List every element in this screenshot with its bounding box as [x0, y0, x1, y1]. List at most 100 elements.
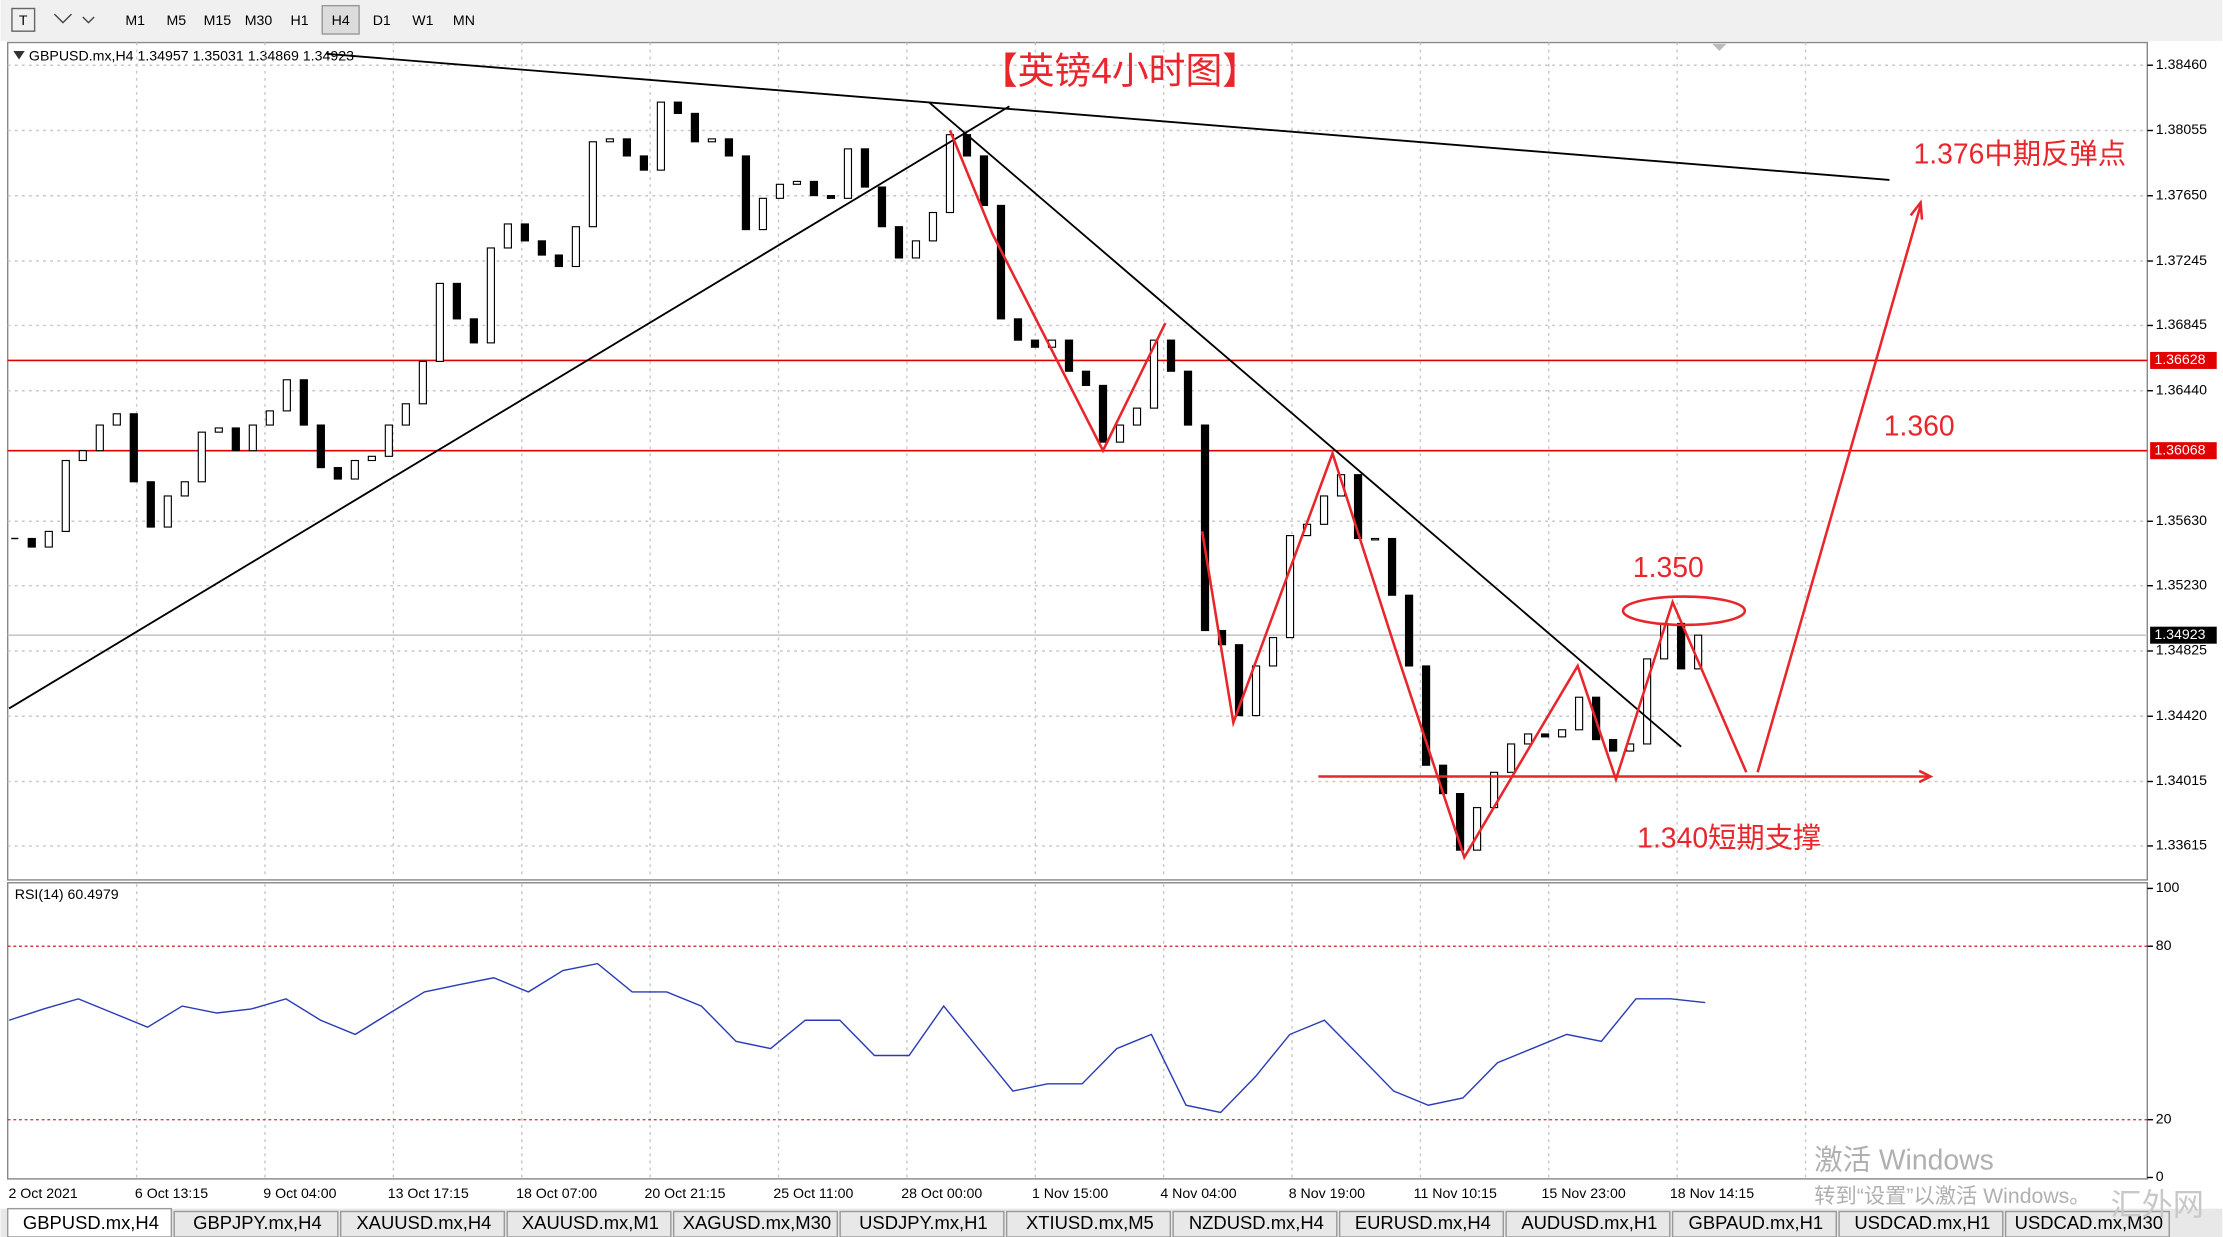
candle-body [27, 537, 36, 548]
tab-label[interactable]: USDCAD.mx,H1 [1854, 1212, 1990, 1233]
chart-info: GBPUSD.mx,H4 1.34957 1.35031 1.34869 1.3… [29, 48, 354, 64]
candle-body [1506, 743, 1516, 773]
candle-body [95, 424, 104, 452]
y-tick-label: 1.37650 [2156, 187, 2207, 203]
x-tick-label: 15 Nov 23:00 [1542, 1186, 1626, 1202]
y-tick-label: 1.34420 [2156, 708, 2207, 724]
tab-label[interactable]: USDCAD.mx,M30 [2015, 1212, 2163, 1233]
tab[interactable] [506, 1210, 672, 1237]
candle-body [656, 101, 666, 171]
x-tick-label: 20 Oct 21:15 [644, 1186, 725, 1202]
tab-label[interactable]: USDJPY.mx,H1 [859, 1212, 988, 1233]
candle-body [1030, 339, 1040, 348]
annotation: 1.350 [1633, 552, 1704, 584]
level-box [2150, 351, 2217, 369]
timeframe-button[interactable]: W1 [412, 13, 433, 29]
candle-body [843, 148, 853, 199]
tab[interactable] [1838, 1210, 2004, 1237]
tab-label[interactable]: XAUUSD.mx,H4 [356, 1212, 491, 1233]
timeframe-button[interactable]: M15 [204, 13, 232, 29]
timeframe-button[interactable]: D1 [373, 13, 391, 29]
red-annotations [948, 129, 1934, 861]
tab-label[interactable]: AUDUSD.mx,H1 [1521, 1212, 1657, 1233]
tab-label[interactable]: XAUUSD.mx,M1 [522, 1212, 659, 1233]
trendline [928, 101, 1682, 748]
tab[interactable] [1505, 1210, 1671, 1237]
timeframe-button[interactable]: M30 [245, 13, 273, 29]
tab[interactable] [839, 1210, 1005, 1237]
watermark: 激活 Windows [1814, 1144, 1993, 1176]
tab[interactable] [1172, 1210, 1338, 1237]
tab[interactable] [173, 1210, 339, 1237]
text-tool-glyph: T [19, 13, 28, 29]
candle-body [197, 431, 206, 483]
candle-body [112, 413, 121, 426]
timeframe-button[interactable]: H1 [291, 13, 309, 29]
candle-body [945, 134, 955, 214]
timeframe-button[interactable]: M1 [125, 13, 145, 29]
tab-label[interactable]: EURUSD.mx,H4 [1355, 1212, 1491, 1233]
candle-body [758, 197, 768, 231]
x-tick-label: 18 Oct 07:00 [516, 1186, 597, 1202]
site-watermark: 汇外网 [2110, 1187, 2203, 1222]
candle-body [537, 240, 546, 256]
x-tick-label: 2 Oct 2021 [8, 1186, 77, 1202]
tab-label[interactable]: GBPUSD.mx,H4 [23, 1212, 159, 1233]
x-tick-label: 18 Nov 14:15 [1670, 1186, 1754, 1202]
x-tick-label: 4 Nov 04:00 [1160, 1186, 1236, 1202]
tab-label[interactable]: GBPAUD.mx,H1 [1689, 1212, 1824, 1233]
candle-body [146, 481, 155, 528]
tab[interactable] [2004, 1210, 2170, 1237]
candle-body [775, 183, 785, 199]
candle-body [1387, 537, 1397, 596]
tab[interactable] [1338, 1210, 1504, 1237]
candle-body [724, 138, 734, 157]
arrow-head [1909, 199, 1924, 220]
candle-body [520, 223, 529, 242]
candle-body [248, 424, 257, 452]
tab[interactable] [672, 1210, 839, 1237]
candle-body [911, 240, 921, 259]
candle-body [1353, 474, 1363, 540]
candle-body [571, 226, 581, 268]
candle-body [1523, 733, 1533, 745]
candle-body [1149, 339, 1159, 409]
timeframe-button[interactable]: MN [453, 13, 475, 29]
tab[interactable] [1671, 1210, 1837, 1237]
tab[interactable] [6, 1207, 173, 1237]
x-tick-label: 11 Nov 10:15 [1414, 1186, 1497, 1202]
wave-arrow [1200, 449, 1748, 861]
text-tool-icon[interactable] [11, 7, 36, 32]
y-tick-label: 1.38055 [2156, 122, 2207, 138]
tab-label[interactable]: GBPJPY.mx,H4 [193, 1212, 322, 1233]
candle-body [367, 455, 376, 462]
y-tick-label: 1.33615 [2156, 838, 2207, 854]
target-arrow [1756, 205, 1922, 773]
y-tick-label: 1.34825 [2156, 643, 2207, 659]
candle-body [333, 467, 342, 480]
candle-body [1642, 658, 1652, 745]
rsi-label: RSI(14) 60.4979 [15, 887, 119, 903]
y-tick-label: 1.37245 [2156, 253, 2207, 269]
tab[interactable] [339, 1210, 506, 1237]
candle-body [1336, 474, 1346, 497]
rsi-line [8, 962, 1706, 1114]
tab-label[interactable]: NZDUSD.mx,H4 [1189, 1212, 1324, 1233]
candle-body [1472, 807, 1482, 851]
timeframe-button[interactable]: M5 [166, 13, 186, 29]
tab-label[interactable]: XAGUSD.mx,M30 [683, 1212, 831, 1233]
candle-body [1404, 594, 1414, 667]
candle-body [979, 155, 989, 206]
rsi-tick-label: 0 [2156, 1169, 2164, 1185]
candle-body [1285, 535, 1295, 639]
candle-body [1268, 637, 1278, 667]
candle-body [214, 427, 223, 433]
timeframe-button[interactable]: H4 [332, 13, 350, 29]
candle-body [1183, 370, 1193, 426]
candle-body [180, 481, 189, 497]
tab-label[interactable]: XTIUSD.mx,M5 [1026, 1212, 1154, 1233]
objects-tool-icon[interactable] [53, 13, 95, 24]
candle-body [877, 186, 887, 228]
tab[interactable] [1005, 1210, 1172, 1237]
candle-body [1081, 370, 1091, 386]
